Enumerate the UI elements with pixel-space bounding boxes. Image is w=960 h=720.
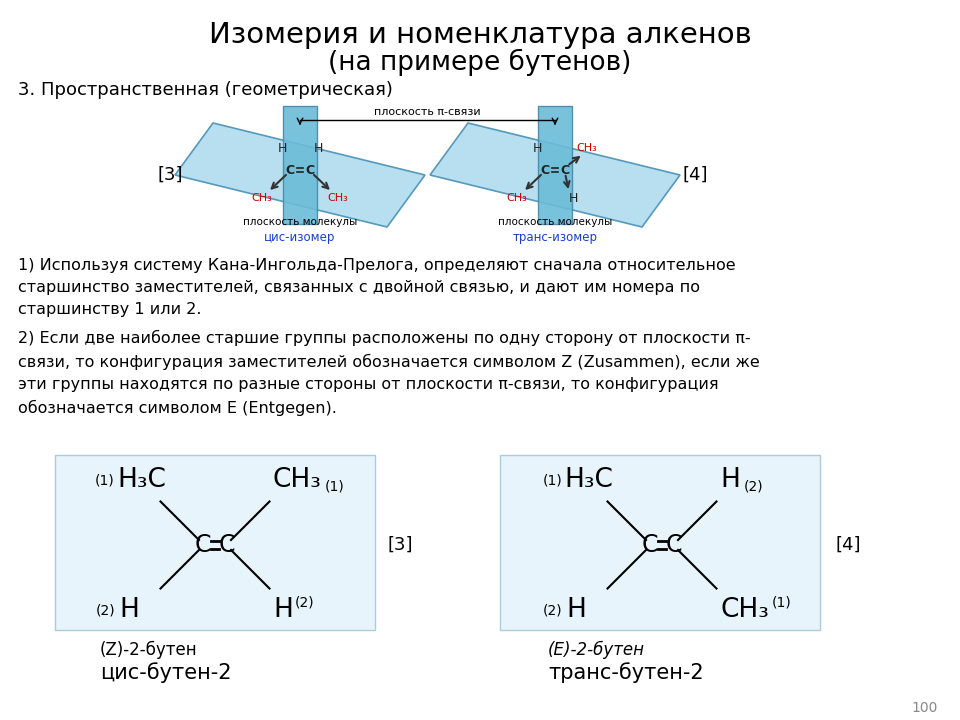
Text: H₃C: H₃C [564,467,612,493]
Text: C: C [641,533,659,557]
Text: (1): (1) [542,473,562,487]
FancyBboxPatch shape [55,455,375,630]
Text: (Z)-2-бутен: (Z)-2-бутен [100,641,198,659]
Text: (на примере бутенов): (на примере бутенов) [328,48,632,76]
Text: H: H [720,467,740,493]
Text: [4]: [4] [835,536,861,554]
Text: CH₃: CH₃ [507,193,527,203]
Text: (1): (1) [772,596,792,610]
Text: (1): (1) [95,473,115,487]
Text: (2): (2) [295,596,315,610]
Text: [4]: [4] [683,166,708,184]
Text: плоскость молекулы: плоскость молекулы [498,217,612,227]
Text: 2) Если две наиболее старшие группы расположены по одну сторону от плоскости π-
: 2) Если две наиболее старшие группы расп… [18,330,759,416]
Text: цис-бутен-2: цис-бутен-2 [100,662,231,683]
Text: (1): (1) [325,480,345,494]
Text: H: H [119,597,139,623]
Text: H: H [273,597,293,623]
Text: C: C [561,163,569,176]
Text: цис-изомер: цис-изомер [264,230,336,243]
Text: H: H [313,142,323,155]
Text: C: C [195,533,211,557]
Text: 1) Используя систему Кана-Ингольда-Прелога, определяют сначала относительное
ста: 1) Используя систему Кана-Ингольда-Прело… [18,258,735,318]
Text: (2): (2) [744,480,763,494]
FancyBboxPatch shape [500,455,820,630]
Text: C: C [219,533,235,557]
Text: плоскость молекулы: плоскость молекулы [243,217,357,227]
Text: [3]: [3] [157,166,182,184]
Text: H: H [532,142,541,155]
Text: 3. Пространственная (геометрическая): 3. Пространственная (геометрическая) [18,81,393,99]
Text: транс-изомер: транс-изомер [513,230,597,243]
Text: Изомерия и номенклатура алкенов: Изомерия и номенклатура алкенов [208,21,752,49]
Text: (2): (2) [542,603,562,617]
Text: CH₃: CH₃ [720,597,769,623]
Text: C: C [665,533,683,557]
Polygon shape [430,123,680,227]
Text: (E)-2-бутен: (E)-2-бутен [548,641,645,659]
Text: 100: 100 [912,701,938,715]
Text: CH₃: CH₃ [577,143,597,153]
Text: C: C [305,163,315,176]
Text: [3]: [3] [387,536,413,554]
Text: H: H [277,142,287,155]
Text: плоскость π-связи: плоскость π-связи [374,107,481,117]
Text: H₃C: H₃C [117,467,166,493]
Text: CH₃: CH₃ [252,193,273,203]
Text: H: H [568,192,578,204]
Polygon shape [538,106,572,224]
Polygon shape [283,106,317,224]
Text: C: C [540,163,549,176]
Text: CH₃: CH₃ [273,467,322,493]
Text: транс-бутен-2: транс-бутен-2 [548,662,704,683]
Text: (2): (2) [95,603,115,617]
Text: C: C [285,163,295,176]
Text: H: H [566,597,586,623]
Text: CH₃: CH₃ [327,193,348,203]
Polygon shape [175,123,425,227]
